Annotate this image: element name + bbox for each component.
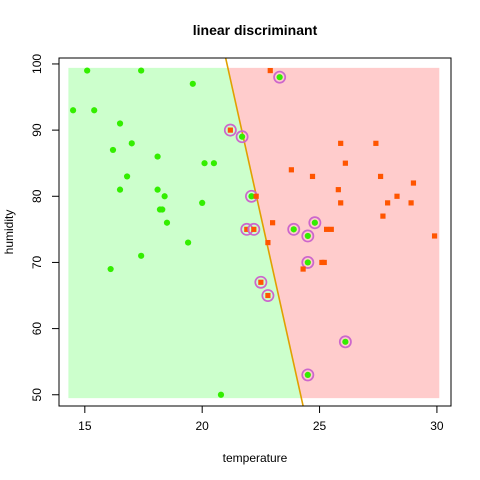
point-square	[270, 220, 276, 226]
point-circle	[210, 160, 218, 167]
point-square	[377, 173, 384, 180]
point-circle	[128, 140, 135, 147]
region-green	[68, 67, 302, 399]
point-square	[251, 226, 257, 232]
y-axis: 50 60 70 80 90 100	[30, 54, 59, 402]
point-square	[323, 226, 330, 232]
point-highlight-ring	[254, 275, 268, 289]
plot-frame	[58, 57, 452, 407]
point-highlight-ring	[301, 229, 315, 243]
point-circle	[276, 74, 283, 81]
x-tick-label: 20	[196, 419, 210, 433]
data-points	[69, 67, 438, 398]
point-square	[267, 67, 273, 74]
point-circle	[304, 259, 311, 266]
point-circle	[342, 338, 349, 345]
y-tick-label: 80	[30, 189, 44, 203]
point-square	[258, 279, 264, 285]
point-circle	[84, 67, 91, 74]
boundary-line	[224, 57, 304, 407]
point-circle	[107, 265, 114, 273]
point-square	[373, 140, 379, 146]
point-circle	[238, 133, 246, 140]
point-square	[300, 266, 306, 272]
point-circle	[185, 239, 192, 246]
point-circle	[304, 232, 311, 240]
point-highlight-ring	[338, 335, 352, 349]
point-highlight-ring	[287, 222, 301, 236]
x-tick-label: 15	[78, 419, 92, 433]
point-square	[244, 226, 250, 232]
point-highlight-ring	[261, 289, 275, 302]
point-square	[342, 160, 348, 166]
point-square	[380, 213, 386, 219]
point-circle	[290, 226, 297, 233]
decision-regions	[68, 67, 440, 399]
point-square	[338, 200, 344, 206]
point-square	[265, 239, 271, 246]
y-tick-label: 70	[30, 255, 44, 269]
point-circle	[163, 219, 171, 226]
point-square	[410, 180, 417, 186]
point-circle	[138, 67, 145, 74]
point-highlight-ring	[301, 368, 315, 382]
point-highlight-ring	[223, 123, 237, 137]
y-tick-label: 60	[30, 322, 44, 336]
point-circle	[248, 193, 255, 200]
x-tick-label: 25	[313, 419, 327, 433]
point-square	[408, 200, 414, 206]
point-square	[227, 127, 233, 133]
y-tick-label: 100	[30, 54, 44, 74]
x-axis: 15 20 25 30	[78, 406, 444, 433]
point-circle	[154, 153, 161, 160]
x-axis-label: temperature	[223, 451, 288, 465]
point-square	[288, 167, 294, 173]
point-circle	[154, 186, 161, 193]
point-circle	[217, 391, 225, 398]
point-square	[335, 187, 341, 193]
point-circle	[138, 252, 145, 259]
point-circle	[189, 80, 196, 87]
point-square	[265, 292, 271, 299]
y-tick-label: 90	[30, 123, 44, 137]
point-circle	[159, 206, 166, 213]
point-circle	[91, 107, 98, 114]
point-square	[431, 233, 438, 239]
point-circle	[304, 371, 311, 379]
point-circle	[201, 160, 208, 167]
point-circle	[311, 219, 318, 226]
y-tick-label: 50	[30, 388, 44, 402]
point-circle	[69, 107, 77, 114]
chart-title: linear discriminant	[193, 22, 318, 38]
point-square	[321, 259, 327, 266]
y-axis-label: humidity	[2, 210, 16, 255]
point-circle	[116, 120, 124, 127]
region-red	[227, 67, 440, 399]
point-highlight-ring	[301, 255, 315, 269]
point-circle	[199, 199, 206, 206]
point-square	[385, 200, 391, 206]
point-square	[394, 193, 400, 199]
point-highlight-ring	[247, 222, 261, 236]
point-circle	[161, 193, 168, 200]
point-circle	[109, 146, 117, 154]
point-circle	[123, 173, 131, 180]
point-square	[253, 193, 259, 199]
point-highlight-ring	[308, 216, 322, 230]
point-highlight-ring	[273, 70, 287, 84]
decision-boundary	[224, 57, 304, 407]
point-square	[328, 226, 334, 232]
point-square	[309, 173, 316, 180]
point-circle	[116, 186, 124, 193]
point-square	[338, 140, 344, 146]
point-highlight-ring	[235, 130, 249, 144]
x-tick-label: 30	[430, 419, 444, 433]
